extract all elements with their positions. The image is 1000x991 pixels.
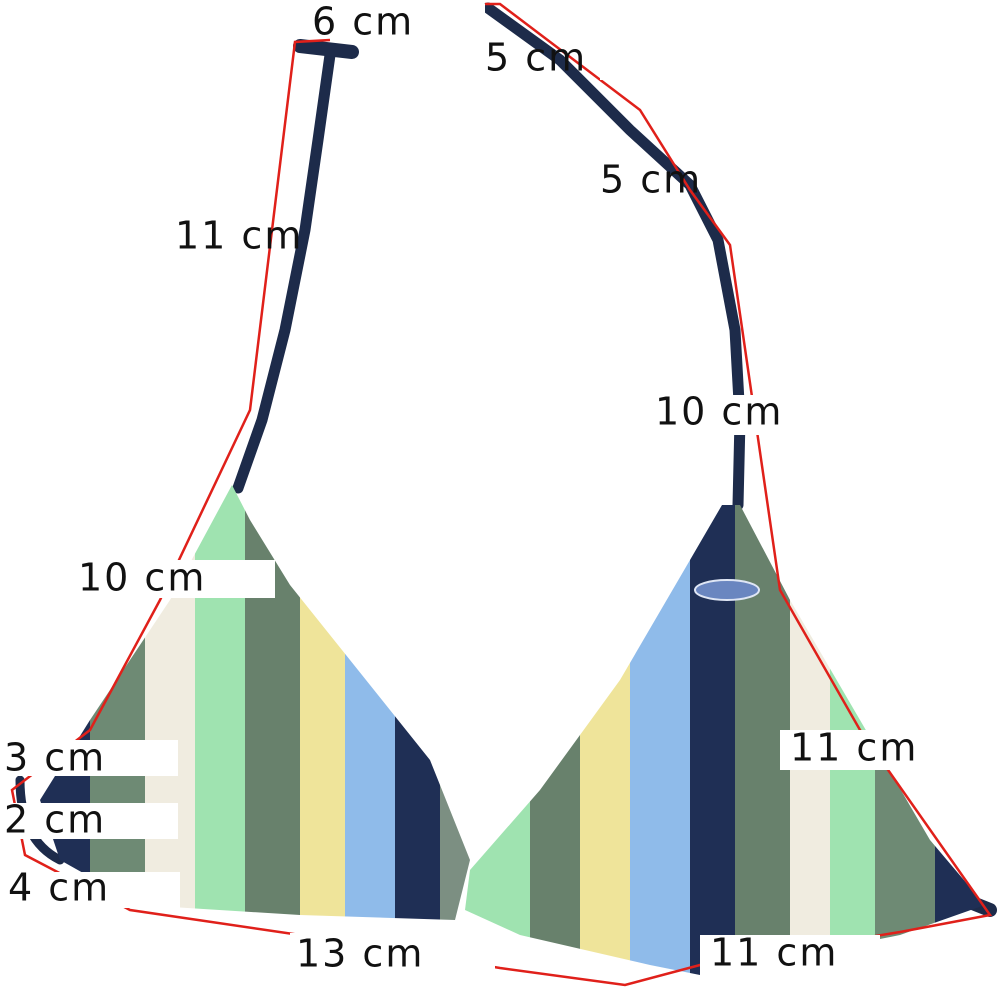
measure-label: 5 cm <box>485 36 587 80</box>
measure-label: 11 cm <box>790 726 918 770</box>
measure-label: 5 cm <box>600 158 702 202</box>
measure-label: 11 cm <box>175 214 303 258</box>
measure-label: 6 cm <box>312 0 414 44</box>
measure-label: 4 cm <box>8 866 110 910</box>
logo <box>694 579 760 601</box>
labels: 6 cm 5 cm 5 cm 11 cm 10 cm 10 cm 3 cm 2 … <box>4 0 918 976</box>
measure-label: 11 cm <box>710 931 838 975</box>
measure-label: 13 cm <box>296 932 424 976</box>
measure-label: 2 cm <box>4 798 106 842</box>
measure-label: 10 cm <box>655 390 783 434</box>
measure-label: 3 cm <box>4 736 106 780</box>
measure-outline <box>10 2 993 987</box>
left-cup <box>40 485 470 920</box>
measure-label: 10 cm <box>78 556 206 600</box>
